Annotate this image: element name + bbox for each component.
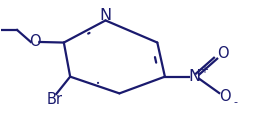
Text: N: N (100, 8, 112, 23)
Text: N: N (189, 69, 201, 84)
Text: O: O (219, 89, 231, 104)
Text: -: - (233, 97, 237, 107)
Text: +: + (200, 65, 208, 75)
Text: O: O (29, 34, 41, 49)
Text: Br: Br (47, 92, 63, 107)
Text: O: O (217, 46, 229, 61)
